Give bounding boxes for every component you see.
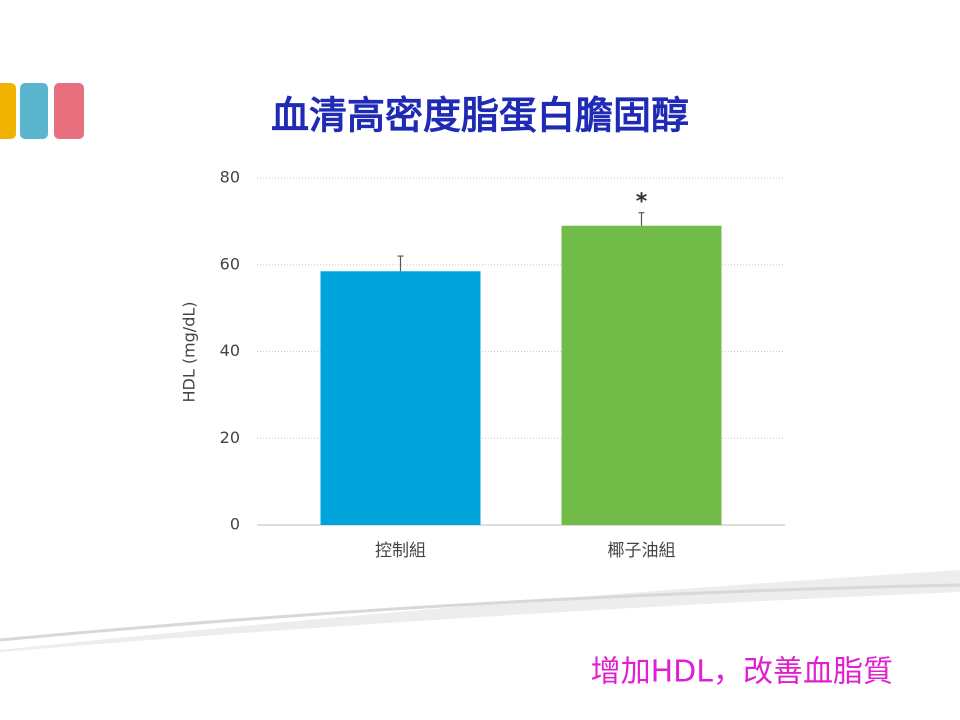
deco-block (20, 83, 48, 139)
y-tick-label: 0 (230, 515, 240, 534)
y-tick-label: 80 (220, 168, 240, 187)
y-tick-label: 60 (220, 254, 240, 273)
error-bar (397, 255, 404, 272)
swoosh-line (0, 583, 960, 642)
x-tick-label: 椰子油組 (608, 541, 676, 561)
significance-marker: * (636, 190, 648, 215)
bar (320, 271, 481, 525)
error-bar (638, 212, 645, 226)
deco-block (54, 83, 84, 139)
bar (561, 225, 722, 525)
plot: 0 20 40 60 80 控制組 * 椰子油組 (220, 168, 785, 561)
chart-title: 血清高密度脂蛋白膽固醇 (271, 94, 689, 138)
y-tick-label: 40 (220, 341, 240, 360)
x-tick-label: 控制組 (375, 541, 426, 561)
deco-block (0, 83, 16, 139)
y-tick-label: 20 (220, 428, 240, 447)
footer-note: 增加HDL，改善血脂質 (591, 655, 893, 690)
footer-band (0, 592, 960, 720)
y-axis-label: HDL (mg/dL) (180, 301, 199, 402)
